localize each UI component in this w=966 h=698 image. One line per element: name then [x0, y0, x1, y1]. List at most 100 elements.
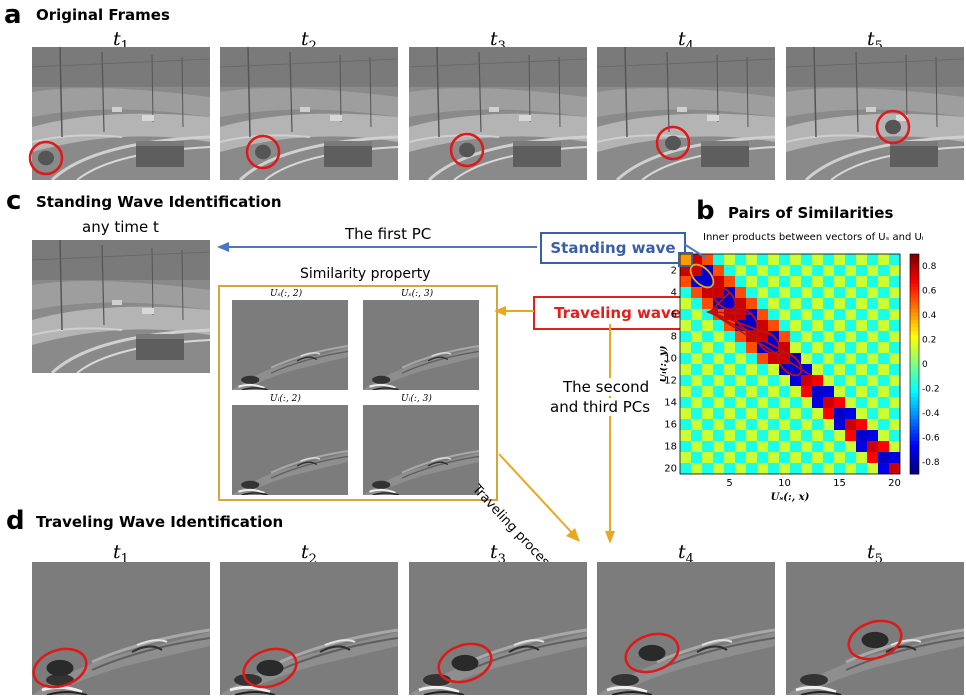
panel-c-letter: c [6, 186, 22, 216]
colorbar-segment [910, 349, 919, 354]
heatmap-cell [779, 408, 790, 419]
heatmap-cell [878, 265, 889, 276]
heatmap-cell [779, 298, 790, 309]
heatmap-cell [845, 342, 856, 353]
heatmap-cell [889, 265, 900, 276]
heatmap-cell [691, 463, 702, 474]
standing-cell-highlight [678, 252, 693, 267]
heatmap-cell [702, 364, 713, 375]
colorbar-segment [910, 386, 919, 391]
time-label-sub: 4 [685, 551, 694, 567]
video-frame [597, 562, 775, 695]
heatmap-cell [746, 408, 757, 419]
heatmap-cell [867, 452, 878, 463]
heatmap-cell [845, 397, 856, 408]
heatmap-cell [845, 408, 856, 419]
heatmap-cell [746, 265, 757, 276]
panel-d-title: Traveling Wave Identification [36, 513, 284, 531]
vehicle-blob [38, 150, 54, 166]
heatmap-cell [746, 386, 757, 397]
y-tick-label: 2 [671, 266, 677, 277]
similarity-property-label: Similarity property [300, 266, 431, 282]
heatmap-cell [823, 430, 834, 441]
colorbar-segment [910, 356, 919, 361]
heatmap-cell [845, 364, 856, 375]
heatmap-cell [691, 364, 702, 375]
colorbar-segment [910, 305, 919, 310]
pc-thumbnail [363, 405, 479, 495]
heatmap-cell [801, 276, 812, 287]
time-label-sub: 3 [497, 551, 506, 567]
heatmap-cell [823, 276, 834, 287]
heatmap-cell [713, 353, 724, 364]
colorbar-segment [910, 345, 919, 350]
heatmap-cell [878, 419, 889, 430]
video-frame [32, 562, 210, 695]
heatmap-cell [790, 342, 801, 353]
heatmap-cell [779, 463, 790, 474]
x-tick-label: 20 [888, 478, 901, 489]
heatmap-cell [757, 441, 768, 452]
heatmap-cell [713, 254, 724, 265]
heatmap-cell [746, 364, 757, 375]
heatmap-cell [812, 386, 823, 397]
colorbar-segment [910, 430, 919, 435]
time-label-sub: 3 [497, 38, 506, 54]
heatmap-cell [779, 397, 790, 408]
heatmap-cell [812, 364, 823, 375]
heatmap-cell [735, 463, 746, 474]
colorbar-segment [910, 393, 919, 398]
colorbar-segment [910, 419, 919, 424]
heatmap-cell [812, 276, 823, 287]
pair-ellipse [689, 263, 715, 289]
heatmap-cell [757, 408, 768, 419]
heatmap-cell [680, 463, 691, 474]
vehicle-blob [885, 119, 901, 135]
heatmap-cell [724, 298, 735, 309]
colorbar-segment [910, 283, 919, 288]
heatmap-cell [768, 430, 779, 441]
heatmap-cell [746, 375, 757, 386]
heatmap-cell [735, 375, 746, 386]
second-pcs-label: The second [563, 378, 650, 396]
heatmap-cell [812, 254, 823, 265]
heatmap-cell [757, 320, 768, 331]
heatmap-cell [867, 353, 878, 364]
highlight-circle [242, 647, 298, 689]
video-frame [409, 562, 587, 695]
heatmap-cell [812, 452, 823, 463]
y-tick-label: 4 [671, 288, 677, 299]
heatmap-cell [757, 265, 768, 276]
heatmap-cell [746, 419, 757, 430]
heatmap-cell [680, 375, 691, 386]
heatmap-cell [790, 375, 801, 386]
x-tick-label: 15 [833, 478, 846, 489]
heatmap-cell [801, 265, 812, 276]
heatmap-cell [724, 254, 735, 265]
heatmap-cell [680, 298, 691, 309]
time-label-sub: 1 [120, 38, 129, 54]
heatmap-cell [867, 331, 878, 342]
heatmap-cell [735, 452, 746, 463]
heatmap-cell [702, 320, 713, 331]
heatmap-cell [702, 298, 713, 309]
vehicle-blob [46, 659, 74, 677]
heatmap-cell [702, 353, 713, 364]
pc-thumbnail [232, 405, 348, 495]
heatmap-cell [757, 287, 768, 298]
heatmap-cell [779, 441, 790, 452]
colorbar-segment [910, 422, 919, 427]
time-label-t: t [301, 28, 309, 50]
heatmap-cell [680, 353, 691, 364]
heatmap-cell [713, 452, 724, 463]
third-pcs-label: and third PCs [550, 398, 651, 416]
heatmap-cell [779, 309, 790, 320]
panel-a-letter: a [4, 0, 22, 30]
heatmap-cell [812, 320, 823, 331]
heatmap-cell [757, 309, 768, 320]
heatmap-cell [768, 353, 779, 364]
heatmap-cell [735, 309, 746, 320]
heatmap-cell [834, 452, 845, 463]
heatmap-cell [702, 254, 713, 265]
colorbar-segment [910, 408, 919, 413]
